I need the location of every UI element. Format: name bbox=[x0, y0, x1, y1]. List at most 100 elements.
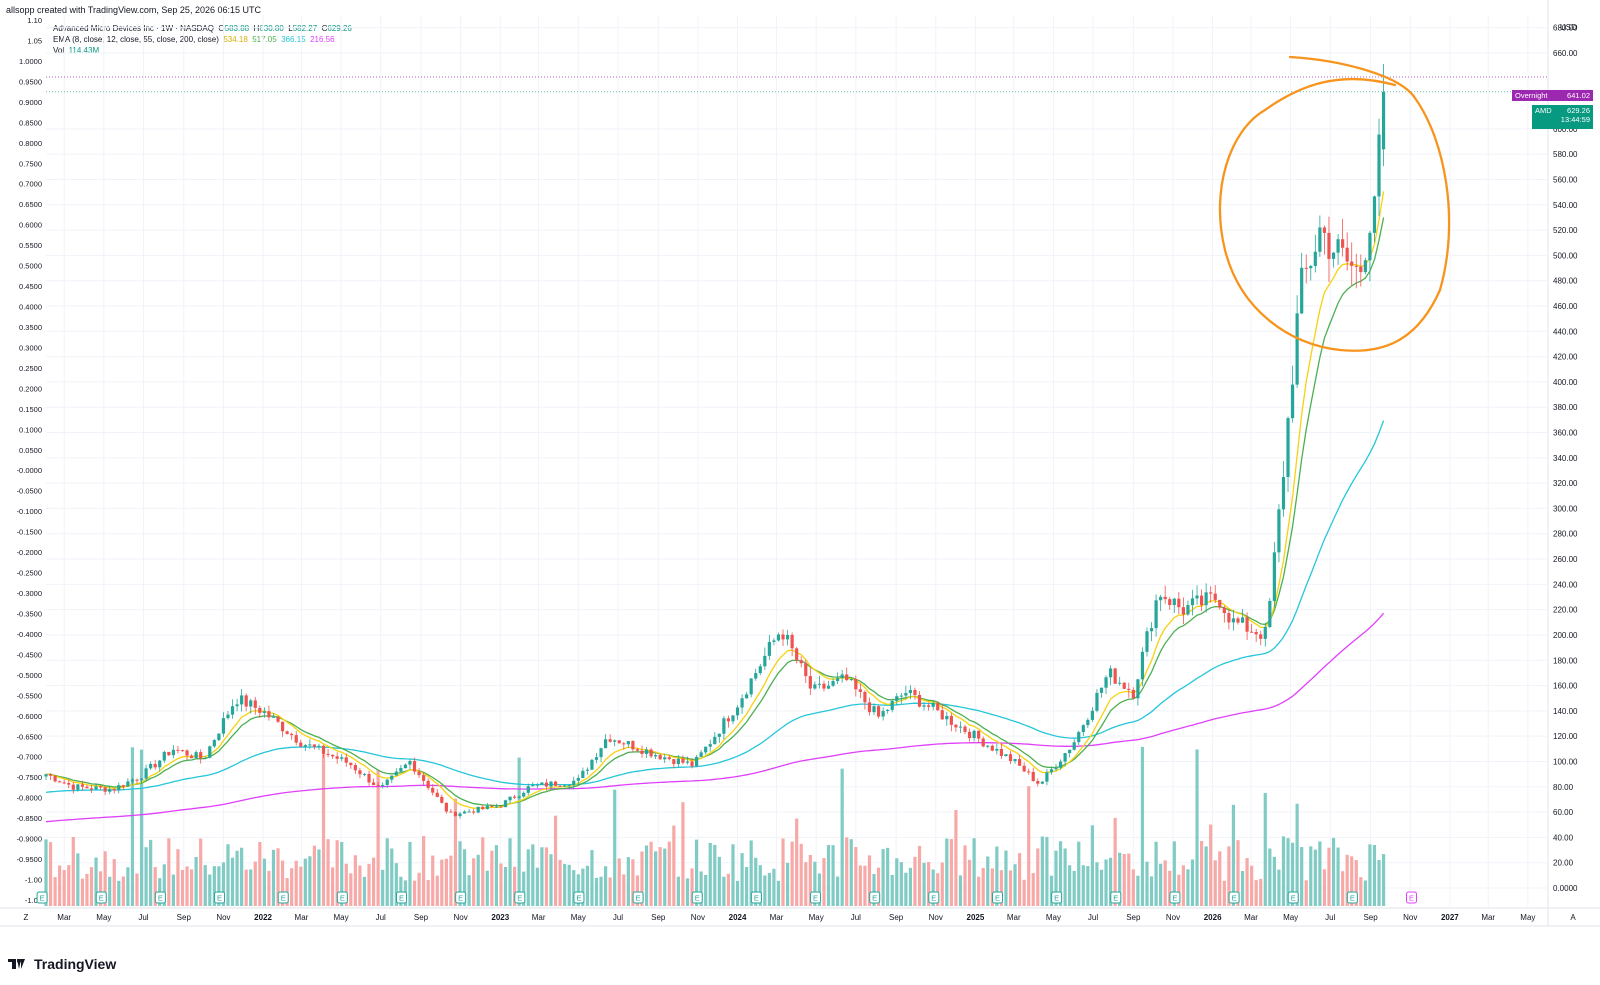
volume-bar bbox=[817, 873, 822, 906]
volume-bar bbox=[290, 868, 294, 906]
candle-body bbox=[658, 755, 662, 760]
candle-body bbox=[1254, 632, 1258, 635]
candle-body bbox=[654, 755, 658, 757]
volume-bar bbox=[640, 851, 644, 906]
candle-body bbox=[258, 707, 262, 713]
candle-body bbox=[1245, 617, 1249, 632]
volume-bar bbox=[804, 862, 808, 906]
tradingview-brand[interactable]: TradingView bbox=[8, 956, 116, 972]
volume-bar bbox=[558, 859, 562, 906]
right-axis-tick: 240.00 bbox=[1553, 580, 1578, 589]
volume-bar bbox=[1204, 846, 1208, 906]
x-axis-label: Jul bbox=[138, 913, 148, 922]
volume-bar bbox=[1113, 817, 1117, 906]
x-axis-label: Nov bbox=[929, 913, 943, 922]
candle-body bbox=[535, 784, 539, 786]
volume-bar bbox=[494, 845, 499, 906]
candle-body bbox=[958, 726, 963, 728]
candle-body bbox=[76, 784, 80, 790]
left-axis-tick: -1.00 bbox=[25, 876, 42, 885]
annotation-circle bbox=[1218, 55, 1451, 352]
left-axis-tick: -0.0500 bbox=[17, 487, 42, 496]
ema8-line bbox=[45, 191, 1385, 809]
candle-body bbox=[963, 726, 967, 732]
candle-body bbox=[1372, 196, 1377, 233]
volume-bar bbox=[240, 847, 244, 906]
candle-body bbox=[1072, 742, 1076, 750]
volume-bar bbox=[280, 860, 285, 906]
candle-body bbox=[995, 748, 999, 751]
volume-bar bbox=[271, 849, 276, 906]
currency-label: USD bbox=[1560, 23, 1577, 32]
right-axis-tick: 320.00 bbox=[1553, 479, 1578, 488]
x-axis-label: Nov bbox=[1166, 913, 1180, 922]
candle-body bbox=[694, 756, 699, 767]
volume-bar bbox=[426, 879, 430, 906]
candle-body bbox=[717, 733, 721, 737]
candle-body bbox=[235, 704, 239, 707]
candle-body bbox=[1231, 618, 1236, 623]
candle-body bbox=[1345, 247, 1349, 262]
earnings-marker-label: E bbox=[1113, 894, 1118, 903]
volume-bar bbox=[881, 849, 885, 906]
candle-body bbox=[1268, 600, 1272, 628]
candle-body bbox=[713, 736, 717, 745]
candle-body bbox=[340, 757, 344, 759]
earnings-marker bbox=[154, 891, 166, 904]
volume-bar bbox=[590, 850, 594, 906]
volume-bar bbox=[644, 845, 649, 906]
volume-bar bbox=[767, 872, 771, 906]
volume-bar bbox=[963, 845, 967, 906]
candle-body bbox=[1045, 772, 1049, 782]
volume-bar bbox=[676, 876, 680, 906]
candle-body bbox=[808, 676, 812, 689]
x-axis-label: Mar bbox=[532, 913, 546, 922]
earnings-marker bbox=[992, 891, 1004, 904]
candle-body bbox=[126, 781, 130, 787]
right-axis-tick: 460.00 bbox=[1553, 302, 1578, 311]
volume-bar bbox=[863, 865, 867, 906]
candle-body bbox=[626, 741, 630, 745]
candle-body bbox=[1359, 266, 1363, 273]
volume-bar bbox=[858, 865, 862, 906]
earnings-marker bbox=[810, 891, 822, 904]
volume-bar bbox=[990, 868, 994, 906]
volume-bar bbox=[704, 874, 708, 906]
volume-bar bbox=[544, 847, 549, 906]
candle-body bbox=[836, 678, 840, 682]
x-axis-label: May bbox=[1520, 913, 1535, 922]
left-axis-tick: 0.2500 bbox=[19, 364, 42, 373]
candle-body bbox=[676, 758, 680, 765]
candle-body bbox=[672, 759, 676, 765]
volume-bar bbox=[1199, 840, 1204, 906]
volume-bar bbox=[785, 862, 790, 906]
volume-bar bbox=[699, 871, 703, 906]
candle-body bbox=[494, 806, 499, 808]
left-axis-tick: 1.0000 bbox=[19, 57, 42, 66]
candle-body bbox=[763, 655, 767, 667]
candle-body bbox=[1104, 677, 1108, 688]
candle-body bbox=[1136, 679, 1140, 699]
candle-body bbox=[271, 716, 276, 718]
candle-body bbox=[417, 771, 421, 776]
candle-body bbox=[1099, 687, 1104, 693]
volume-bar bbox=[130, 747, 135, 906]
right-axis-tick: 40.00 bbox=[1553, 833, 1574, 842]
candle-body bbox=[435, 792, 439, 797]
volume-bar bbox=[394, 863, 398, 906]
volume-bar bbox=[1250, 865, 1254, 906]
volume-bar bbox=[740, 853, 744, 906]
volume-bar bbox=[258, 842, 262, 906]
volume-bar bbox=[967, 859, 972, 906]
candle-body bbox=[1049, 769, 1054, 773]
x-axis-label: Jul bbox=[1088, 913, 1098, 922]
candle-body bbox=[754, 673, 758, 679]
left-axis-tick: -0.0000 bbox=[17, 466, 42, 475]
last-price-tag: AMD 629.26 13:44:59 bbox=[1532, 105, 1593, 129]
volume-bar bbox=[221, 862, 226, 906]
volume-bar bbox=[535, 867, 539, 906]
candle-body bbox=[603, 739, 608, 749]
candle-body bbox=[594, 757, 599, 760]
candle-body bbox=[986, 745, 990, 747]
